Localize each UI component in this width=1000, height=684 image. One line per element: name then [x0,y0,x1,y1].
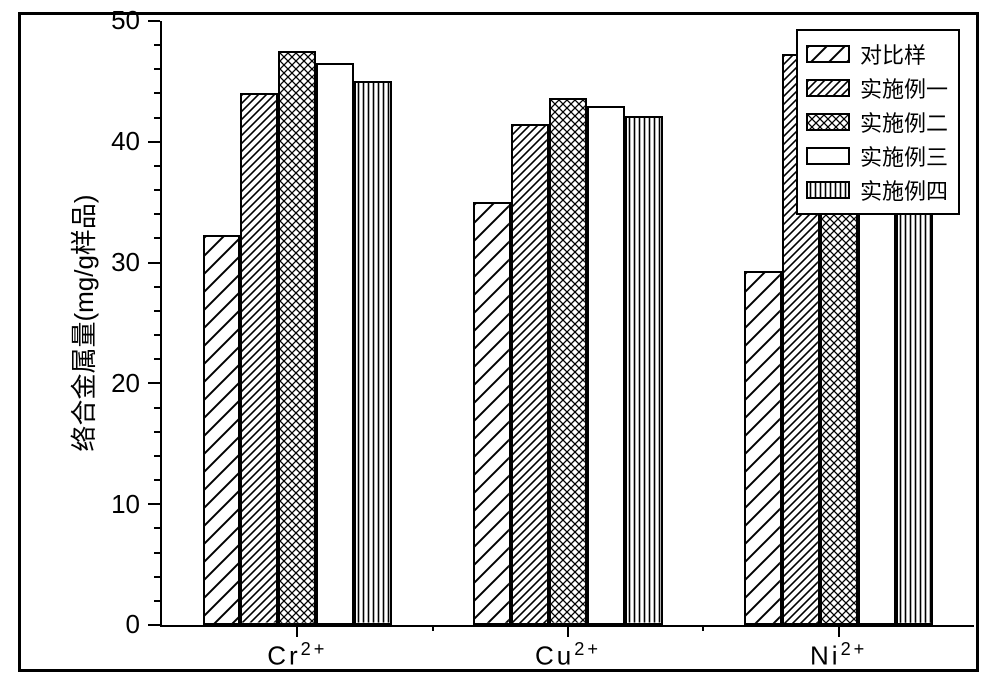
legend-label: 实施例四 [860,174,948,206]
bar-s2 [549,98,587,625]
y-tick-label: 0 [80,609,140,640]
y-minor-tick [154,552,160,554]
legend-swatch [806,147,850,165]
x-tick [296,625,298,637]
x-minor-tick [432,625,434,631]
y-minor-tick [154,358,160,360]
y-tick [148,262,160,264]
bar-s4 [354,81,392,625]
y-minor-tick [154,213,160,215]
x-category-label: Cr2+ [217,639,377,672]
y-minor-tick [154,68,160,70]
y-minor-tick [154,407,160,409]
x-tick [567,625,569,637]
bar-s1 [511,124,549,625]
x-minor-tick [702,625,704,631]
x-category-label: Ni2+ [759,639,919,672]
x-category-label: Cu2+ [488,639,648,672]
y-axis-title: 络合金属量(mg/g样品) [64,173,101,473]
y-minor-tick [154,576,160,578]
y-minor-tick [154,334,160,336]
chart-container: 01020304050 Cr2+Cu2+Ni2+ 对比样实施例一实施例二实施例三… [0,0,1000,684]
legend-swatch [806,79,850,97]
y-minor-tick [154,527,160,529]
y-minor-tick [154,237,160,239]
y-tick-label: 40 [80,126,140,157]
y-minor-tick [154,117,160,119]
y-minor-tick [154,455,160,457]
bar-s1 [240,93,278,625]
y-tick-label: 50 [80,5,140,36]
legend-swatch [806,181,850,199]
y-minor-tick [154,600,160,602]
legend-item: 实施例二 [806,106,948,138]
bar-s3 [587,106,625,625]
y-minor-tick [154,310,160,312]
legend-label: 实施例一 [860,72,948,104]
bar-s0 [203,235,241,625]
legend-item: 实施例四 [806,174,948,206]
y-axis [160,21,162,625]
y-tick [148,20,160,22]
x-tick [838,625,840,637]
y-tick [148,382,160,384]
legend-label: 实施例二 [860,106,948,138]
legend-item: 对比样 [806,38,948,70]
legend-item: 实施例一 [806,72,948,104]
y-minor-tick [154,165,160,167]
y-minor-tick [154,44,160,46]
legend-label: 对比样 [860,38,926,70]
bar-s0 [473,202,511,625]
plot-area: 01020304050 Cr2+Cu2+Ni2+ 对比样实施例一实施例二实施例三… [162,21,974,625]
y-minor-tick [154,479,160,481]
plot-frame: 01020304050 Cr2+Cu2+Ni2+ 对比样实施例一实施例二实施例三… [18,12,979,672]
legend-label: 实施例三 [860,140,948,172]
y-minor-tick [154,189,160,191]
bar-s4 [625,116,663,625]
y-minor-tick [154,92,160,94]
y-minor-tick [154,286,160,288]
y-minor-tick [154,431,160,433]
bar-s3 [316,63,354,625]
legend-item: 实施例三 [806,140,948,172]
bar-s0 [744,271,782,625]
legend-swatch [806,45,850,63]
bar-s2 [278,51,316,625]
y-tick-label: 10 [80,489,140,520]
legend-swatch [806,113,850,131]
y-tick [148,503,160,505]
y-tick [148,141,160,143]
y-tick [148,624,160,626]
legend: 对比样实施例一实施例二实施例三实施例四 [796,29,960,215]
